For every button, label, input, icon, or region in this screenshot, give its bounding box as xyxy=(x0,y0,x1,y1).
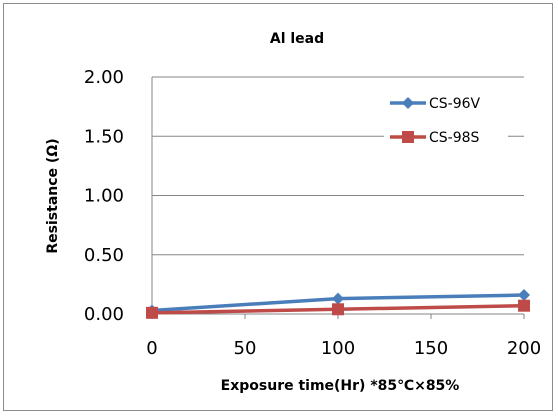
x-tick-label: 0 xyxy=(146,338,157,359)
legend-label: CS-96V xyxy=(429,96,481,112)
legend-item: CS-96V xyxy=(384,90,508,116)
y-tick-labels: 0.00 0.50 1.00 1.50 2.00 xyxy=(84,67,124,325)
x-tick-label: 200 xyxy=(507,338,541,359)
legend-label: CS-98S xyxy=(429,130,480,146)
y-tick-label: 1.00 xyxy=(84,186,124,207)
data-point xyxy=(518,299,530,312)
y-axis-label: Resistance (Ω) xyxy=(45,138,61,253)
data-point xyxy=(332,303,344,316)
gridlines xyxy=(152,76,524,256)
legend-marker xyxy=(402,97,414,109)
data-point xyxy=(332,292,344,305)
x-tick-labels: 0 50 100 150 200 xyxy=(146,338,541,359)
data-point xyxy=(146,306,158,319)
y-tick-label: 1.50 xyxy=(84,126,124,147)
legend-marker xyxy=(402,131,414,143)
x-tick-label: 150 xyxy=(414,338,448,359)
data-point xyxy=(518,289,530,302)
series-layer xyxy=(146,289,530,319)
chart-title: Al lead xyxy=(270,31,324,47)
y-tick-label: 0.50 xyxy=(84,245,124,266)
y-tick-label: 0.00 xyxy=(84,304,124,325)
x-tick-label: 100 xyxy=(321,338,355,359)
x-axis-label: Exposure time(Hr) *85℃×85% xyxy=(221,378,460,394)
legend-item: CS-98S xyxy=(384,124,508,150)
chart-frame xyxy=(3,3,553,411)
x-tick-label: 50 xyxy=(234,338,257,359)
y-tick-label: 2.00 xyxy=(84,67,124,88)
series-cs-98s xyxy=(146,299,530,319)
legend: CS-96V CS-98S xyxy=(384,90,508,150)
